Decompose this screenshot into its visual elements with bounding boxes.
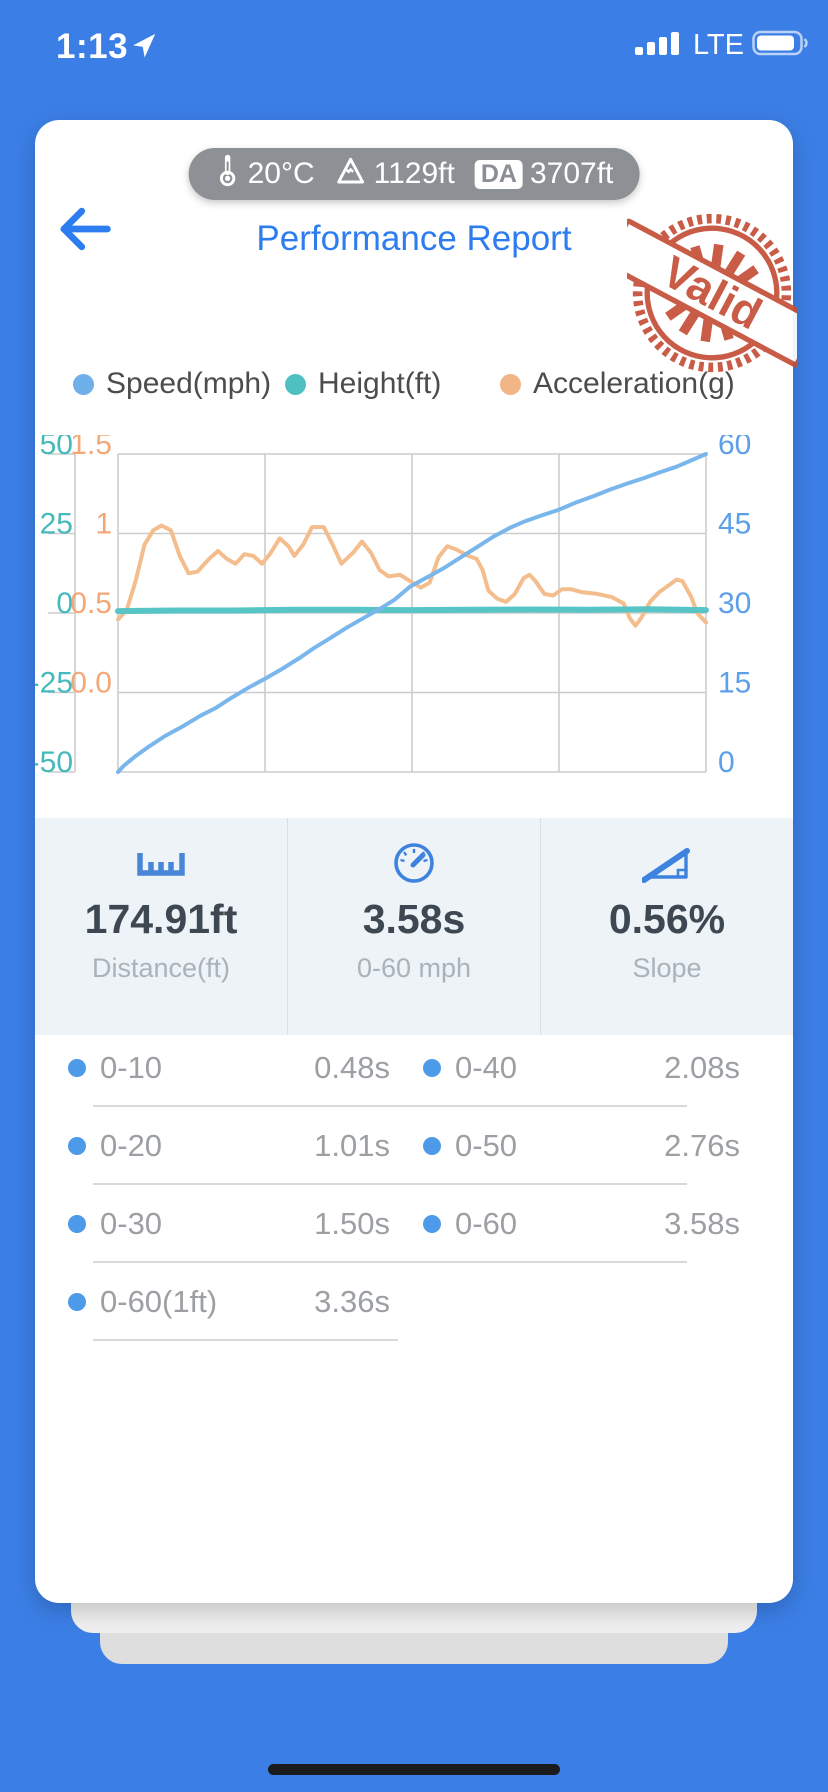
- legend-item-acceleration: Acceleration(g): [500, 367, 735, 401]
- network-type-label: LTE: [692, 29, 744, 61]
- stats-row: 174.91ft Distance(ft) 3.58s 0-6: [35, 818, 793, 1035]
- svg-text:1.5: 1.5: [70, 435, 112, 461]
- performance-chart-svg: 50 25 0 -25 -50 1.5 1 0.5 0.0 60 45 30 15 0: [30, 428, 752, 779]
- svg-text:15: 15: [718, 667, 751, 700]
- density-altitude-group: DA 3707ft: [474, 157, 614, 191]
- svg-text:60: 60: [718, 435, 751, 461]
- stat-zero-to-sixty: 3.58s 0-60 mph: [287, 818, 540, 1035]
- da-badge: DA: [474, 159, 523, 189]
- bullet-dot-icon: [68, 1215, 86, 1233]
- svg-text:0: 0: [718, 746, 735, 779]
- stat-label-slope: Slope: [632, 953, 702, 983]
- time-value: 1.50s: [314, 1206, 390, 1241]
- bullet-dot-icon: [68, 1293, 86, 1311]
- legend-label-speed: Speed(mph): [106, 367, 272, 400]
- svg-text:1: 1: [95, 508, 112, 541]
- bullet-dot-icon: [423, 1215, 441, 1233]
- stat-label-zero-to-sixty: 0-60 mph: [356, 953, 472, 983]
- svg-text:25: 25: [40, 508, 73, 541]
- stat-label-distance: Distance(ft): [91, 953, 231, 983]
- svg-text:50: 50: [40, 435, 73, 461]
- time-value: 0.48s: [314, 1050, 390, 1085]
- legend-label-height: Height(ft): [318, 367, 442, 400]
- time-value: 1.01s: [314, 1128, 390, 1163]
- bullet-dot-icon: [68, 1137, 86, 1155]
- time-label: 0-30: [100, 1206, 163, 1241]
- svg-text:-50: -50: [35, 746, 73, 779]
- da-value: 3707ft: [529, 157, 614, 190]
- temperature-group: 20°C: [215, 152, 315, 196]
- row-divider: [93, 1105, 687, 1107]
- bullet-dot-icon: [423, 1059, 441, 1077]
- slope-icon: [642, 840, 692, 886]
- mountain-icon: [335, 155, 367, 193]
- altitude-group: 1129ft: [335, 155, 455, 193]
- svg-text:30: 30: [718, 587, 751, 620]
- bullet-dot-icon: [68, 1059, 86, 1077]
- legend-item-speed: Speed(mph): [73, 367, 271, 401]
- time-label: 0-60: [455, 1206, 518, 1241]
- temperature-label: 20°C: [247, 157, 315, 190]
- table-row: 0-20 1.01s 0-50 2.76s: [35, 1107, 793, 1185]
- stat-value-zero-to-sixty: 3.58s: [362, 896, 466, 942]
- svg-text:0.5: 0.5: [70, 587, 112, 620]
- time-value: 3.58s: [664, 1206, 740, 1241]
- time-label: 0-50: [455, 1128, 518, 1163]
- bullet-dot-icon: [423, 1137, 441, 1155]
- location-arrow-icon: [130, 32, 158, 65]
- status-bar: 1:13 LTE: [0, 0, 828, 88]
- speedometer-icon: [391, 840, 437, 886]
- table-row: 0-10 0.48s 0-40 2.08s: [35, 1029, 793, 1107]
- legend-dot-height: [285, 373, 306, 395]
- legend-label-acceleration: Acceleration(g): [533, 367, 735, 400]
- svg-text:-25: -25: [35, 667, 73, 700]
- legend-dot-speed: [73, 373, 94, 395]
- time-value: 3.36s: [314, 1284, 390, 1319]
- arrow-left-icon: [60, 207, 111, 251]
- time-label: 0-60(1ft): [100, 1284, 218, 1319]
- time-label: 1:13: [56, 27, 129, 66]
- time-label: 0-10: [100, 1050, 163, 1085]
- valid-stamp: Valid: [602, 208, 822, 378]
- svg-text:45: 45: [718, 508, 751, 541]
- svg-text:0.0: 0.0: [70, 667, 112, 700]
- svg-text:0: 0: [56, 587, 73, 620]
- stat-value-slope: 0.56%: [608, 896, 726, 942]
- time-label: 0-20: [100, 1128, 163, 1163]
- performance-chart: 50 25 0 -25 -50 1.5 1 0.5 0.0 60 45 30 15 0: [30, 428, 793, 787]
- back-button[interactable]: [55, 206, 115, 256]
- ruler-icon: [136, 840, 186, 886]
- altitude-label: 1129ft: [373, 157, 455, 190]
- conditions-pill: 20°C 1129ft DA 3707ft: [188, 148, 640, 200]
- legend-dot-acceleration: [500, 373, 521, 395]
- stat-value-distance: 174.91ft: [84, 896, 238, 942]
- page-title: Performance Report: [256, 219, 572, 258]
- signal-bars-icon: [633, 30, 685, 61]
- times-table: 0-10 0.48s 0-40 2.08s 0-20 1.01s 0-50 2.76s …: [35, 1029, 793, 1341]
- row-divider: [93, 1261, 687, 1263]
- table-row: 0-60(1ft) 3.36s: [35, 1263, 793, 1341]
- battery-icon: [752, 29, 810, 62]
- report-card: 20°C 1129ft DA 3707ft Performance Report: [30, 120, 822, 1603]
- legend-item-height: Height(ft): [285, 367, 441, 401]
- stat-slope: 0.56% Slope: [540, 818, 793, 1035]
- time-value: 2.08s: [664, 1050, 740, 1085]
- table-row: 0-30 1.50s 0-60 3.58s: [35, 1185, 793, 1263]
- home-indicator[interactable]: [268, 1764, 560, 1775]
- stat-distance: 174.91ft Distance(ft): [35, 818, 287, 1035]
- time-value: 2.76s: [664, 1128, 740, 1163]
- row-divider: [93, 1183, 687, 1185]
- thermometer-icon: [215, 152, 241, 196]
- time-label: 0-40: [455, 1050, 518, 1085]
- row-divider: [93, 1339, 398, 1341]
